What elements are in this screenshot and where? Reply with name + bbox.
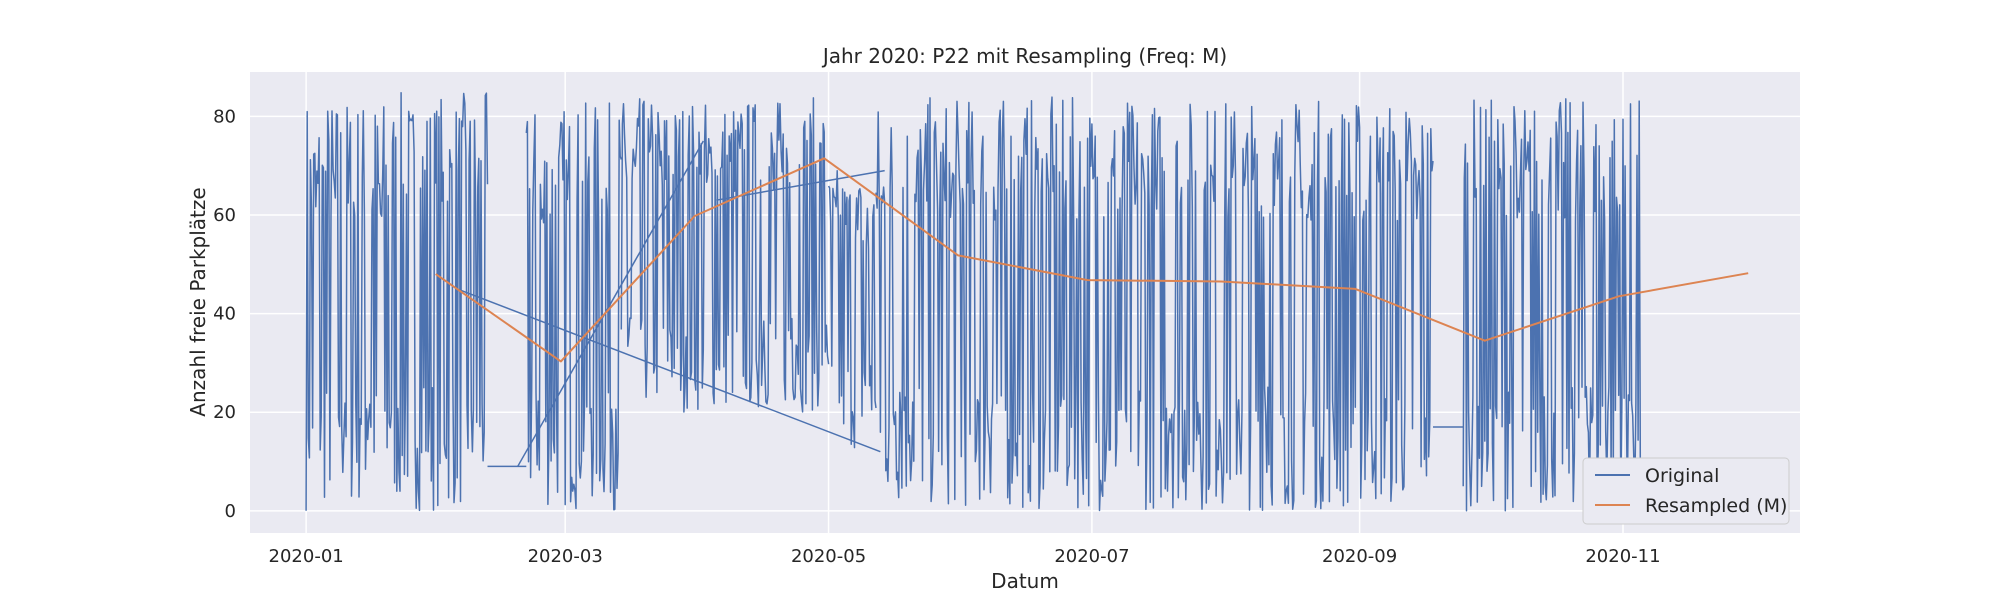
y-tick-label: 80 [213, 106, 236, 127]
y-tick-label: 40 [213, 304, 236, 325]
legend: Original Resampled (M) [1582, 457, 1790, 525]
original-connector [456, 288, 881, 453]
y-axis-ticks: 0 20 40 60 80 [213, 106, 236, 521]
y-tick-label: 20 [213, 402, 236, 423]
y-tick-label: 60 [213, 205, 236, 226]
x-tick-label: 2020-05 [791, 546, 866, 567]
original-segment [875, 96, 1434, 512]
original-segment [305, 91, 489, 512]
x-tick-label: 2020-07 [1054, 546, 1129, 567]
y-axis-label: Anzahl freie Parkplätze [186, 187, 210, 416]
original-segment [827, 170, 877, 449]
original-segment [1462, 98, 1642, 512]
y-tick-label: 0 [225, 501, 236, 522]
series-resampled [435, 157, 1749, 363]
x-axis-ticks: 2020-01 2020-03 2020-05 2020-07 2020-09 2020-… [269, 546, 1661, 567]
original-connector [517, 140, 704, 467]
x-tick-label: 2020-01 [269, 546, 344, 567]
resampled-line [435, 157, 1749, 363]
x-tick-label: 2020-03 [528, 546, 603, 567]
legend-label-resampled: Resampled (M) [1645, 495, 1787, 517]
legend-box [1582, 457, 1790, 525]
x-axis-label: Datum [991, 569, 1059, 593]
original-segment [620, 97, 830, 413]
original-segment [525, 102, 623, 511]
x-tick-label: 2020-11 [1585, 546, 1660, 567]
x-tick-label: 2020-09 [1322, 546, 1397, 567]
series-original [305, 91, 1642, 512]
legend-label-original: Original [1645, 465, 1719, 487]
original-connector [716, 169, 885, 201]
chart-title: Jahr 2020: P22 mit Resampling (Freq: M) [821, 44, 1227, 68]
